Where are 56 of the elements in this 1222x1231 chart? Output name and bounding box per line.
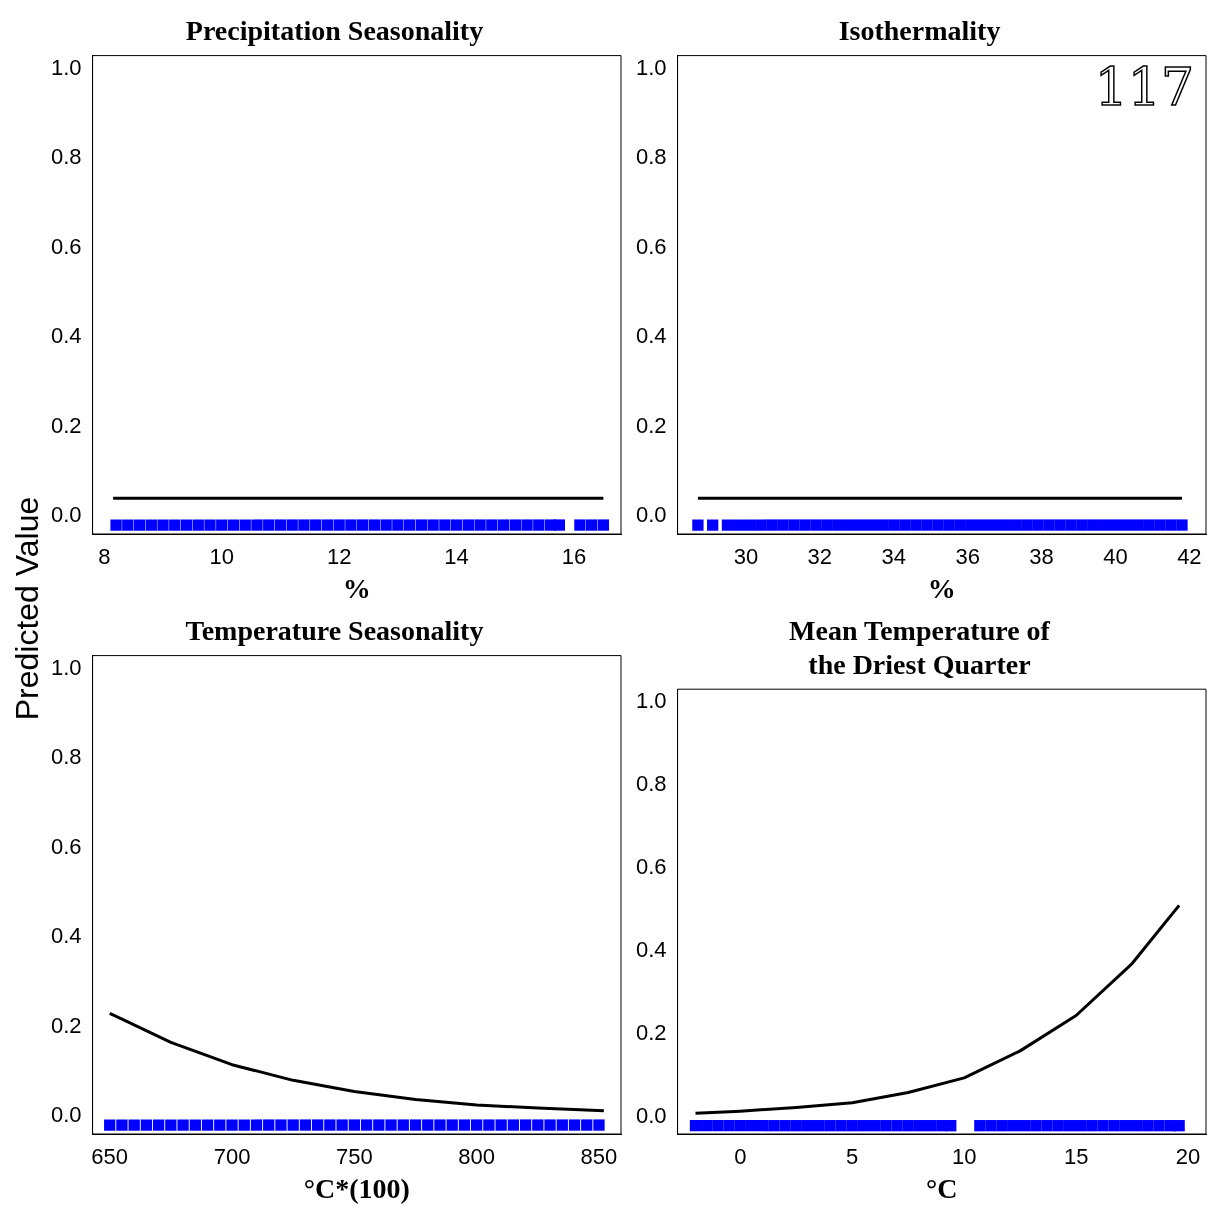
y-tick-label: 1.0	[635, 687, 667, 713]
x-tick-label: 5	[846, 1144, 859, 1170]
x-tick-label: 15	[1063, 1144, 1089, 1170]
x-tick-label: 34	[881, 544, 906, 570]
x-axis-title: °C	[926, 1173, 958, 1205]
x-axis-title: %	[342, 573, 371, 605]
y-tick-label: 0.8	[50, 144, 82, 170]
y-tick-label: 0.4	[635, 323, 667, 349]
chart-title: Mean Temperature of the Driest Quarter	[789, 615, 1051, 680]
x-tick-label: 750	[335, 1144, 373, 1170]
x-tick-label: 32	[807, 544, 833, 570]
x-axis-title: %	[927, 573, 956, 605]
y-tick-label: 0.6	[635, 233, 667, 259]
x-tick-label: 0	[734, 1144, 747, 1170]
x-tick-label: 650	[91, 1144, 129, 1170]
y-tick-label: 0.4	[50, 923, 82, 949]
y-tick-label: 0.2	[635, 412, 667, 438]
y-axis-title: Predicted Value	[9, 496, 47, 720]
chart-title: Temperature Seasonality	[185, 615, 484, 647]
y-tick-label: 0.6	[50, 833, 82, 859]
x-tick-label: 700	[213, 1144, 251, 1170]
y-tick-label: 0.0	[50, 1102, 82, 1128]
y-tick-label: 0.6	[635, 854, 667, 880]
x-tick-label: 30	[733, 544, 759, 570]
x-tick-label: 12	[326, 544, 352, 570]
y-tick-label: 1.0	[50, 55, 82, 81]
x-tick-label: 850	[580, 1144, 618, 1170]
y-tick-label: 0.8	[635, 770, 667, 796]
y-tick-label: 0.0	[50, 502, 82, 528]
y-tick-label: 0.2	[635, 1020, 667, 1046]
x-tick-label: 14	[444, 544, 469, 570]
chart-title: Precipitation Seasonality	[185, 15, 484, 47]
y-tick-label: 1.0	[635, 55, 667, 81]
x-tick-label: 8	[98, 544, 111, 570]
x-tick-label: 800	[458, 1144, 496, 1170]
y-tick-label: 0.6	[50, 233, 82, 259]
x-tick-label: 16	[561, 544, 587, 570]
y-tick-label: 0.8	[50, 744, 82, 770]
x-tick-label: 20	[1175, 1144, 1201, 1170]
x-tick-label: 10	[209, 544, 234, 570]
x-tick-label: 36	[955, 544, 980, 570]
y-tick-label: 0.4	[50, 323, 82, 349]
x-tick-label: 38	[1029, 544, 1054, 570]
x-tick-label: 42	[1177, 544, 1202, 570]
x-axis-title: °C*(100)	[303, 1173, 410, 1205]
y-tick-label: 0.0	[635, 502, 667, 528]
y-tick-label: 0.2	[50, 1012, 82, 1038]
y-tick-label: 0.2	[50, 412, 82, 438]
chart-title: Isothermality	[838, 15, 1001, 47]
x-tick-label: 40	[1103, 544, 1128, 570]
y-tick-label: 1.0	[50, 655, 82, 681]
y-tick-label: 0.8	[635, 144, 667, 170]
x-tick-label: 10	[951, 1144, 977, 1170]
y-tick-label: 0.4	[635, 937, 667, 963]
annotation: 117	[1094, 57, 1194, 118]
y-tick-label: 0.0	[635, 1103, 667, 1129]
